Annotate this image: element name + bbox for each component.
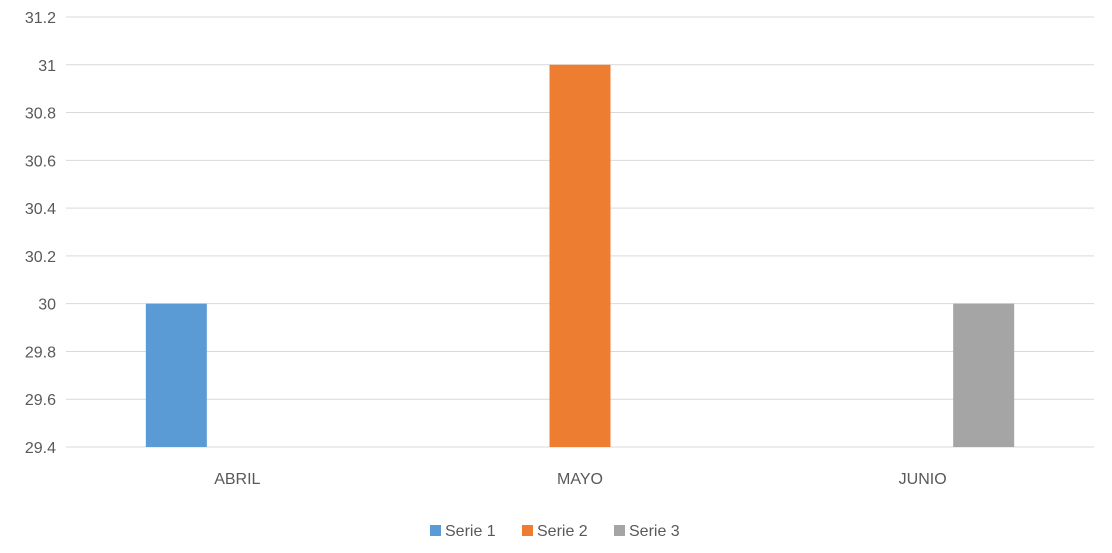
y-axis-tick-labels: 29.4 29.6 29.8 30 30.2 30.4 30.6 30.8 31 31.2 [25, 10, 56, 457]
y-tick-label: 30.6 [25, 153, 56, 170]
x-category-label: JUNIO [899, 471, 947, 488]
legend-swatch [522, 525, 533, 536]
y-tick-label: 31.2 [25, 10, 56, 27]
legend: Serie 1 Serie 2 Serie 3 [430, 523, 680, 540]
legend-label: Serie 1 [445, 523, 496, 540]
y-tick-label: 31 [38, 58, 56, 75]
y-tick-label: 29.6 [25, 392, 56, 409]
legend-label: Serie 3 [629, 523, 680, 540]
legend-swatch [430, 525, 441, 536]
y-tick-label: 29.4 [25, 440, 56, 457]
x-category-label: ABRIL [214, 471, 260, 488]
bar-mayo [549, 64, 611, 448]
y-tick-label: 29.8 [25, 344, 56, 361]
bar-abril [145, 303, 207, 447]
y-tick-label: 30.8 [25, 106, 56, 123]
x-axis-category-labels: ABRIL MAYO JUNIO [214, 471, 946, 488]
y-tick-label: 30.2 [25, 249, 56, 266]
x-category-label: MAYO [557, 471, 603, 488]
bar-junio [953, 303, 1015, 447]
y-tick-label: 30 [38, 297, 56, 314]
legend-swatch [614, 525, 625, 536]
bars [145, 64, 1015, 448]
legend-label: Serie 2 [537, 523, 588, 540]
y-tick-label: 30.4 [25, 201, 56, 218]
